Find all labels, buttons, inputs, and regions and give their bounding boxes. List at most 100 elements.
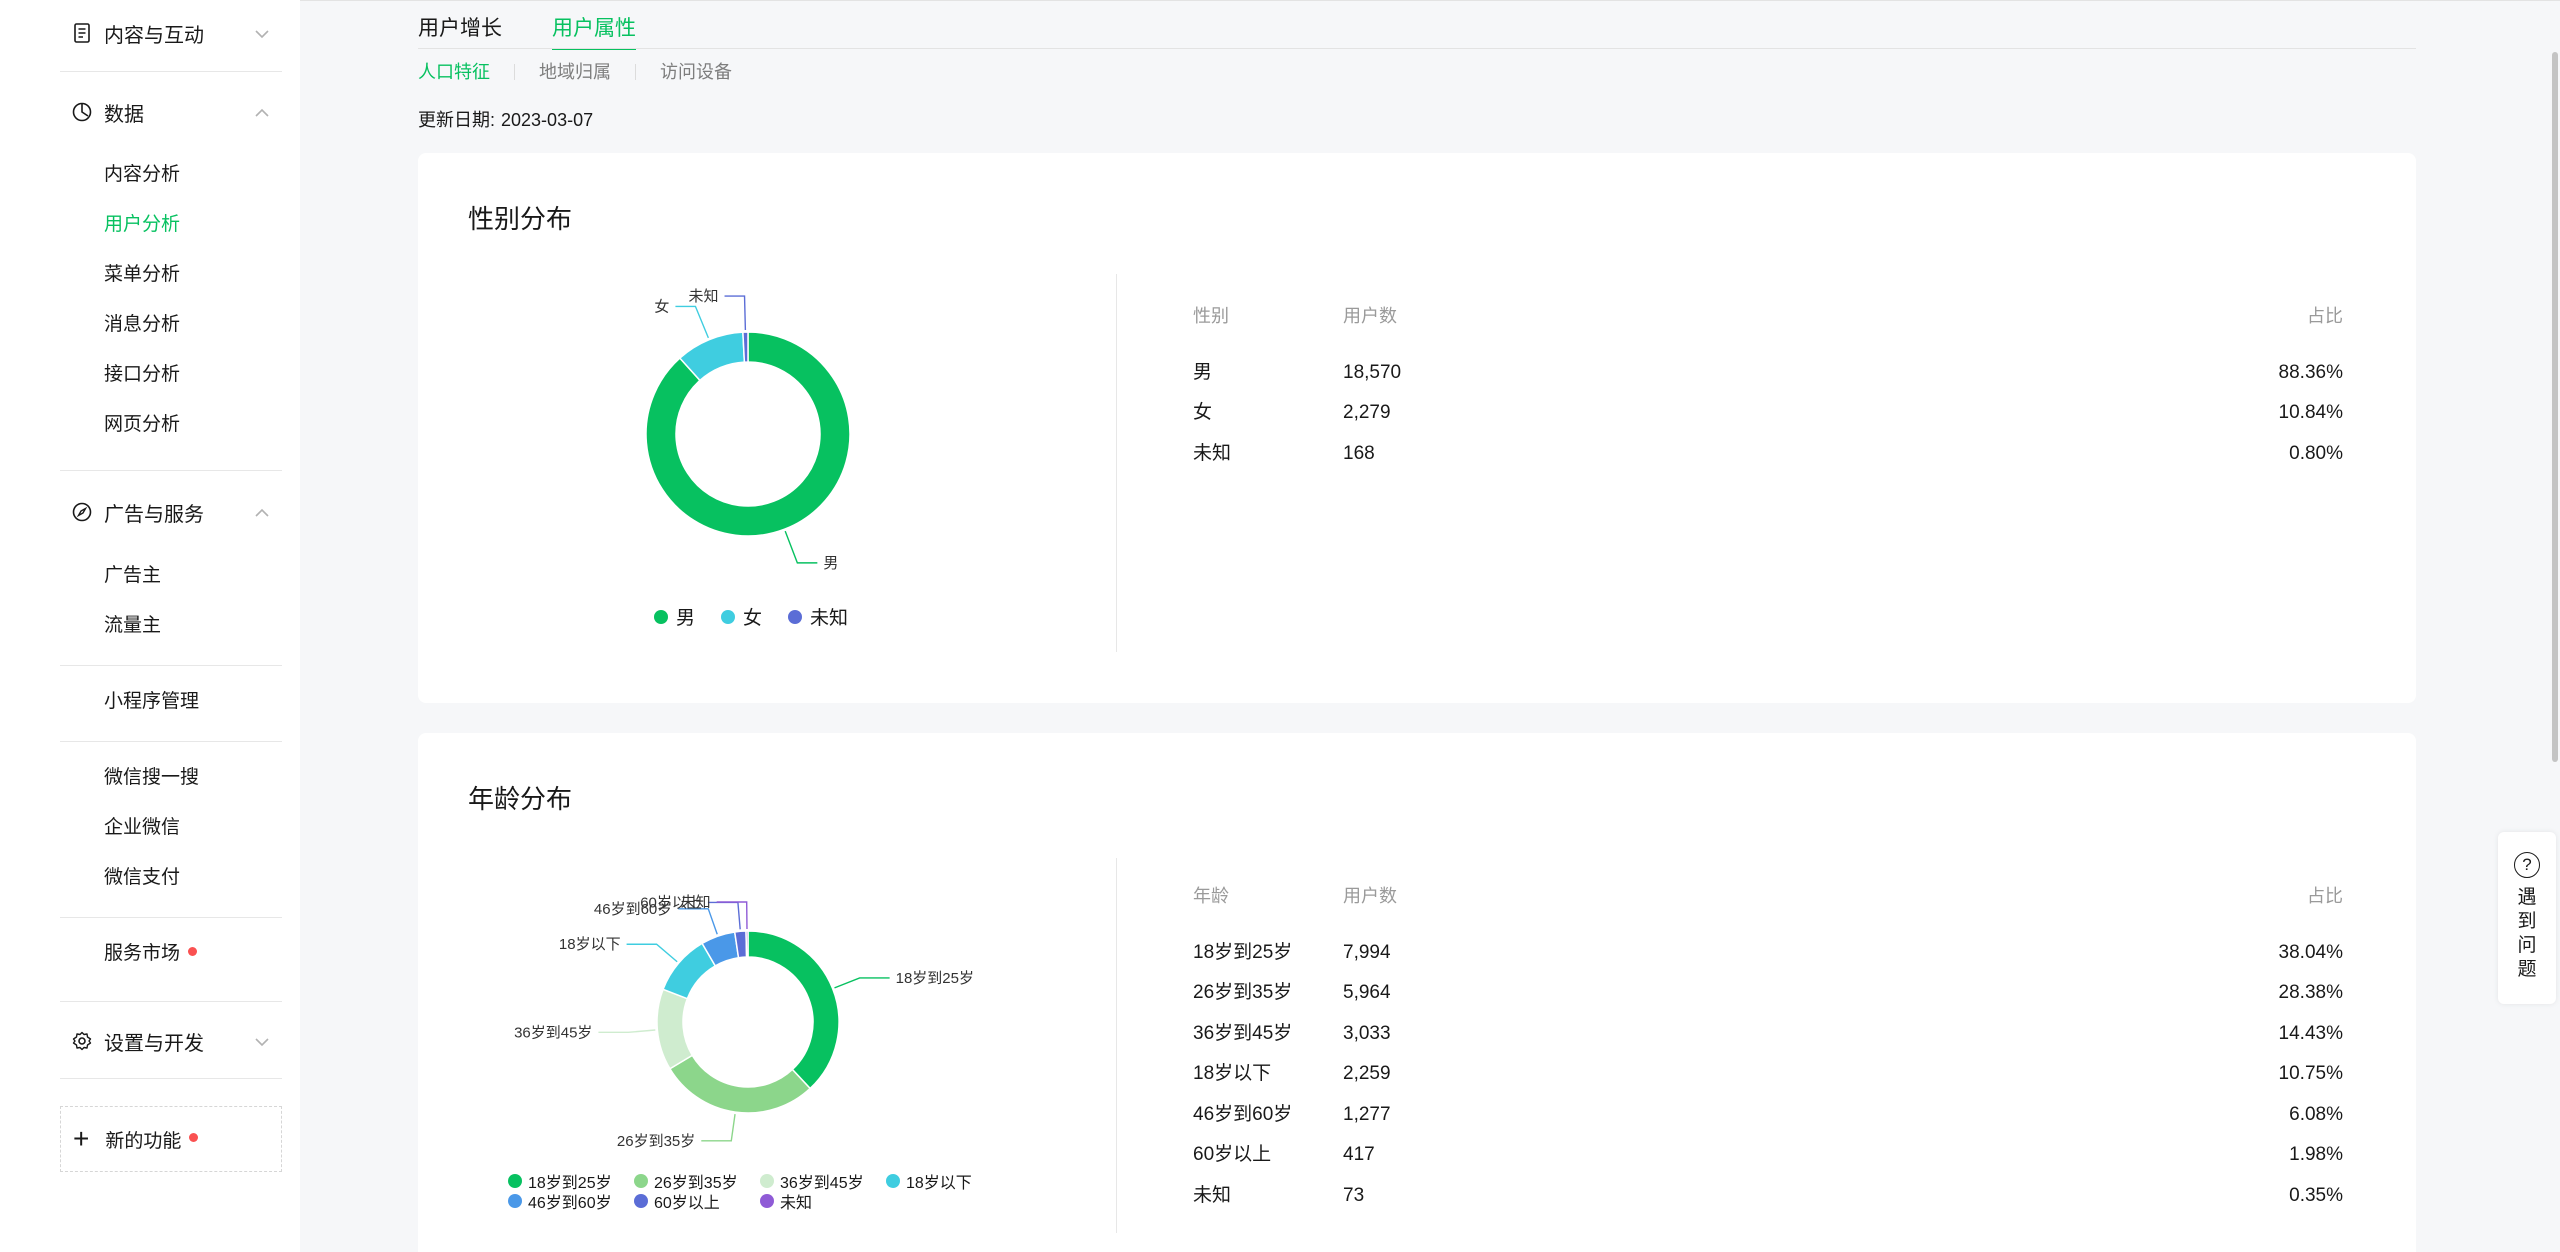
leader-line-4 [678,908,718,935]
slice-label-3: 18岁以下 [559,936,621,953]
slice-label-4: 46岁到60岁 [594,901,672,918]
slice-label-2: 未知 [689,288,719,305]
legend-label: 46岁到60岁 [528,1195,612,1212]
top-border [300,0,2560,1]
legend-dot [788,609,803,624]
sidebar-item-api-analysis[interactable]: 接口分析 [104,364,181,385]
age-card: 年龄分布 18岁到25岁 26岁到35岁 36岁到45岁 18岁以下 46岁到60岁 60… [418,733,2416,1252]
header-gender: 性别 [1193,306,1229,326]
cell-name: 未知 [1193,443,1232,464]
sidebar-group-content[interactable]: 内容与互动 [60,13,282,53]
slice-2[interactable] [656,988,694,1070]
help-button[interactable]: ? 遇到问题 [2498,832,2556,1004]
slice-0[interactable] [645,331,851,537]
divider [60,917,282,918]
legend-label: 26岁到35岁 [654,1175,738,1192]
cell-name: 26岁到35岁 [1193,982,1293,1003]
sidebar-item-message-analysis[interactable]: 消息分析 [104,314,181,335]
sidebar-item-service-market[interactable]: 服务市场 [104,939,198,969]
slice-label-0: 男 [823,555,838,572]
leader-line-2 [724,295,747,331]
legend-label: 未知 [780,1195,813,1212]
sidebar-item-mini-program[interactable]: 小程序管理 [104,691,200,712]
chevron-up-icon [254,104,270,120]
legend-label: 男 [676,608,696,629]
subtab-demographics[interactable]: 人口特征 [418,62,490,82]
subtab-region[interactable]: 地域归属 [539,62,611,82]
scrollbar[interactable] [2552,52,2558,762]
legend-item[interactable]: 18岁到25岁 [508,1169,612,1193]
legend-item[interactable]: 未知 [760,1189,812,1213]
legend-label: 36岁到45岁 [780,1175,864,1192]
chevron-up-icon [254,504,270,520]
slice-label-5: 60岁以上 [640,894,702,911]
slice-6[interactable] [745,930,749,958]
table-row: 男 18,570 88.36% [1193,358,2343,388]
sidebar-item-content-analysis[interactable]: 内容分析 [104,164,181,185]
header-age: 年龄 [1193,886,1229,906]
table-row: 女 2,279 10.84% [1193,398,2343,428]
cell-name: 男 [1193,362,1213,383]
leader-line-0 [834,977,890,989]
slice-1[interactable] [668,1054,812,1114]
legend-dot [721,609,736,624]
legend-label: 18岁以下 [906,1175,972,1192]
cell-count: 168 [1343,443,1375,464]
cell-pct: 10.75% [2278,1063,2343,1084]
tab-user-growth[interactable]: 用户增长 [418,17,502,40]
plus-icon: + [73,1123,90,1154]
legend-item[interactable]: 18岁以下 [886,1169,972,1193]
cell-count: 1,277 [1343,1104,1391,1125]
chevron-down-icon [254,25,270,41]
sidebar-group-settings[interactable]: 设置与开发 [60,1021,282,1061]
cell-name: 18岁到25岁 [1193,942,1293,963]
sidebar-item-advertiser[interactable]: 广告主 [104,565,162,586]
cell-count: 18,570 [1343,362,1402,383]
sidebar-item-menu-analysis[interactable]: 菜单分析 [104,264,181,285]
sidebar-item-wechat-search[interactable]: 微信搜一搜 [104,767,200,788]
sidebar-item-publisher[interactable]: 流量主 [104,615,162,636]
table-row: 36岁到45岁 3,033 14.43% [1193,1019,2343,1049]
cell-pct: 38.04% [2278,942,2343,963]
sidebar-group-data[interactable]: 数据 [60,92,282,132]
subtab-devices[interactable]: 访问设备 [660,62,732,82]
slice-2[interactable] [742,331,749,363]
legend-dot [508,1174,522,1188]
table-row: 18岁到25岁 7,994 38.04% [1193,938,2343,968]
sidebar-item-user-analysis[interactable]: 用户分析 [104,214,181,235]
divider [60,71,282,72]
slice-label-0: 18岁到25岁 [896,970,974,987]
sidebar-group-ads[interactable]: 广告与服务 [60,492,282,532]
leader-line-2 [598,1029,656,1034]
legend-item[interactable]: 未知 [788,603,848,630]
slice-0[interactable] [747,930,840,1090]
cell-pct: 1.98% [2289,1144,2343,1165]
leader-line-1 [675,305,710,339]
legend-item[interactable]: 60岁以上 [634,1189,720,1213]
divider [60,665,282,666]
legend-item[interactable]: 26岁到35岁 [634,1169,738,1193]
legend-item[interactable]: 46岁到60岁 [508,1189,612,1213]
divider [60,741,282,742]
sidebar-item-web-analysis[interactable]: 网页分析 [104,414,181,435]
table-header: 年龄 用户数 占比 [1193,881,2343,911]
leader-line-6 [716,901,748,930]
new-features-label: 新的功能 [105,1130,182,1152]
legend-item[interactable]: 36岁到45岁 [760,1169,864,1193]
new-features-button[interactable]: + 新的功能 [60,1106,282,1172]
table-header: 性别 用户数 占比 [1193,301,2343,331]
leader-line-0 [784,530,818,564]
legend-item[interactable]: 男 [654,603,695,630]
sidebar-item-wecom[interactable]: 企业微信 [104,817,181,838]
cell-pct: 0.35% [2289,1185,2343,1206]
tab-user-attributes[interactable]: 用户属性 [552,12,636,50]
tab-divider [418,48,2416,49]
cell-name: 18岁以下 [1193,1063,1272,1084]
update-date: 更新日期: 2023-03-07 [418,106,593,132]
sidebar-item-wechat-pay[interactable]: 微信支付 [104,867,181,888]
sidebar-group-label: 数据 [104,103,144,126]
legend-dot [760,1194,774,1208]
header-ratio: 占比 [2307,306,2343,326]
separator [635,64,636,80]
legend-item[interactable]: 女 [721,603,762,630]
